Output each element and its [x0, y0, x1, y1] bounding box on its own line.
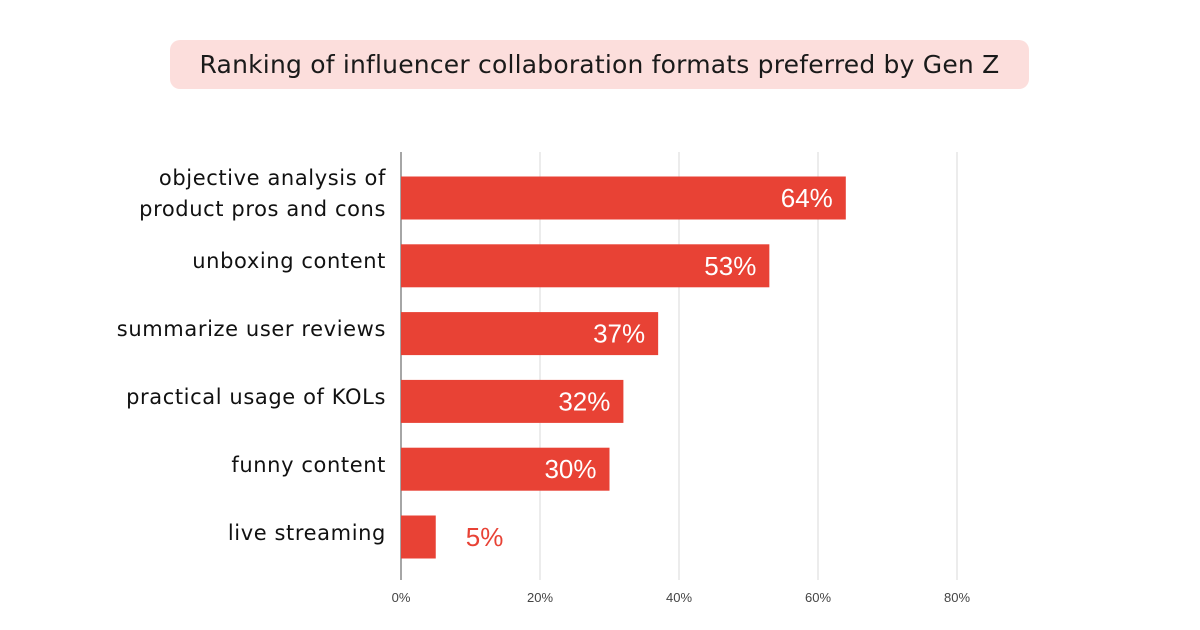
bar — [401, 515, 436, 559]
chart-title-box: Ranking of influencer collaboration form… — [170, 40, 1029, 89]
x-tick-label: 20% — [527, 590, 553, 605]
data-label: 37% — [593, 319, 645, 349]
x-tick-label: 80% — [944, 590, 970, 605]
bar — [401, 379, 624, 423]
category-label: objective analysis of product pros and c… — [139, 166, 386, 221]
data-label: 5% — [466, 522, 504, 552]
bar — [401, 244, 770, 288]
data-label: 32% — [558, 386, 610, 416]
category-label: live streaming — [227, 520, 386, 545]
x-tick-label: 40% — [666, 590, 692, 605]
category-label: practical usage of KOLs — [126, 384, 386, 409]
data-label: 30% — [544, 454, 596, 484]
bar — [401, 447, 610, 491]
x-tick-label: 60% — [805, 590, 831, 605]
category-label: funny content — [231, 452, 386, 477]
category-label: unboxing content — [192, 249, 386, 274]
bar — [401, 176, 846, 220]
data-label: 64% — [781, 183, 833, 213]
category-label: summarize user reviews — [116, 317, 386, 342]
chart-title: Ranking of influencer collaboration form… — [199, 50, 1000, 79]
x-tick-label: 0% — [392, 590, 411, 605]
bar — [401, 312, 659, 356]
data-label: 53% — [704, 251, 756, 281]
